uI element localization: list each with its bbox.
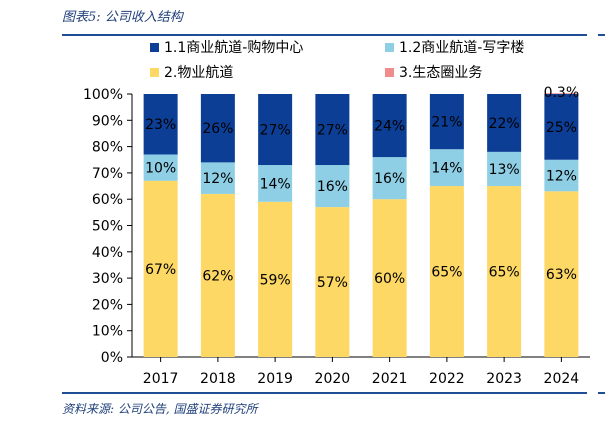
bar-segment	[372, 199, 407, 357]
bar-segment	[258, 165, 293, 202]
bar-segment	[544, 93, 579, 94]
x-tick-label: 2022	[429, 371, 465, 387]
source-note: 资料来源: 公司公告, 国盛证券研究所	[62, 402, 258, 416]
x-tick-label: 2023	[486, 371, 522, 387]
bar-segment	[200, 193, 235, 357]
data-label: 57%	[317, 275, 348, 291]
data-label: 16%	[374, 171, 405, 187]
x-tick-label: 2018	[200, 371, 236, 387]
data-label: 65%	[431, 265, 462, 281]
bar-segment	[487, 151, 522, 187]
y-tick-label: 70%	[92, 166, 123, 182]
bar-segment	[544, 159, 579, 192]
bar-segment	[315, 94, 350, 166]
bar-segment	[315, 165, 350, 208]
data-label: 23%	[145, 117, 176, 133]
data-label: 62%	[202, 268, 233, 284]
data-label: 60%	[374, 271, 405, 287]
data-label: 13%	[489, 162, 520, 178]
data-label: 27%	[317, 123, 348, 139]
data-label: 22%	[489, 116, 520, 132]
bar-segment	[258, 94, 293, 166]
y-tick-label: 60%	[92, 192, 123, 208]
bar-segment	[315, 207, 350, 357]
top-rule-tick	[598, 34, 605, 36]
y-tick-label: 50%	[92, 219, 123, 235]
data-label: 27%	[260, 123, 291, 139]
bar-segment	[258, 201, 293, 357]
y-tick-label: 30%	[92, 271, 123, 287]
data-label: 59%	[260, 272, 291, 288]
bar-segment	[487, 94, 522, 152]
x-tick-label: 2020	[315, 371, 351, 387]
data-label: 67%	[145, 262, 176, 278]
top-rule	[62, 34, 587, 36]
bar-segment	[200, 94, 235, 163]
bar-segment	[544, 94, 579, 160]
legend-label: 3.生态圈业务	[399, 65, 482, 81]
x-tick-label: 2017	[143, 371, 179, 387]
data-label: 14%	[431, 161, 462, 177]
y-tick-label: 10%	[92, 324, 123, 340]
bottom-rule-tick	[598, 392, 605, 394]
bar-segment	[143, 180, 178, 357]
data-label: 0.3%	[544, 85, 580, 101]
bar-segment	[429, 94, 464, 150]
x-tick-label: 2019	[257, 371, 293, 387]
x-tick-label: 2021	[372, 371, 408, 387]
legend-swatch	[150, 68, 159, 77]
legend-label: 1.2商业航道-写字楼	[399, 40, 524, 56]
data-label: 21%	[431, 115, 462, 131]
legend-swatch	[385, 43, 394, 52]
data-label: 63%	[546, 267, 577, 283]
bottom-rule	[62, 392, 587, 394]
bar-segment	[544, 191, 579, 357]
bar-segment	[200, 162, 235, 194]
legend-label: 1.1商业航道-购物中心	[164, 40, 303, 56]
bar-segment	[143, 94, 178, 155]
bar-segment	[372, 157, 407, 200]
legend-label: 2.物业航道	[164, 65, 233, 81]
y-tick-label: 80%	[92, 140, 123, 156]
y-tick-label: 0%	[101, 350, 123, 366]
data-label: 26%	[202, 121, 233, 137]
bar-segment	[487, 186, 522, 357]
data-label: 10%	[145, 161, 176, 177]
x-tick-label: 2024	[544, 371, 580, 387]
figure-title: 图表5: 公司收入结构	[62, 10, 183, 25]
bar-segment	[372, 94, 407, 158]
data-label: 16%	[317, 179, 348, 195]
data-label: 12%	[546, 169, 577, 185]
data-label: 12%	[202, 171, 233, 187]
data-label: 24%	[374, 119, 405, 135]
y-tick-label: 100%	[83, 87, 123, 103]
y-tick-label: 40%	[92, 245, 123, 261]
y-tick-label: 20%	[92, 297, 123, 313]
bar-segment	[143, 154, 178, 181]
bar-segment	[429, 149, 464, 187]
bar-segment	[429, 186, 464, 357]
y-tick-label: 90%	[92, 113, 123, 129]
legend-swatch	[150, 43, 159, 52]
data-label: 14%	[260, 176, 291, 192]
legend-swatch	[385, 68, 394, 77]
data-label: 65%	[489, 265, 520, 281]
data-label: 25%	[546, 120, 577, 136]
